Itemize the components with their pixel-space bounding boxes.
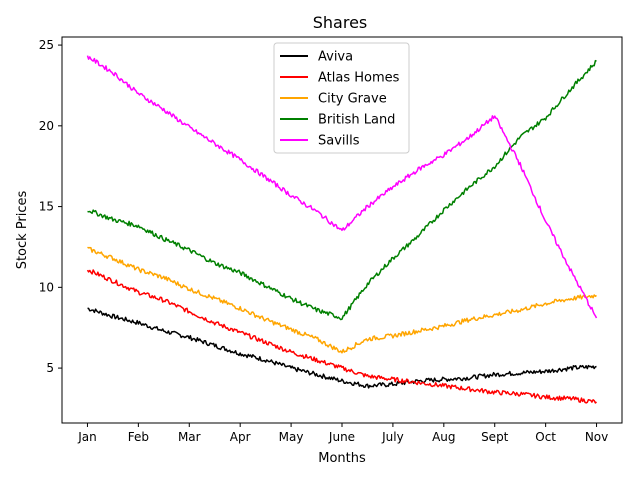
x-tick-label: Sept: [481, 430, 509, 444]
x-tick-label: Apr: [230, 430, 251, 444]
x-tick-label: Aug: [432, 430, 455, 444]
x-tick-label: Nov: [585, 430, 608, 444]
series-line-atlas-homes: [86, 269, 597, 404]
legend-label: City Grave: [318, 92, 387, 107]
series-line-city-grave: [87, 246, 597, 354]
y-tick-label: 20: [39, 119, 54, 133]
legend-box: [273, 42, 410, 154]
x-tick-label: Mar: [178, 430, 201, 444]
x-tick-label: July: [381, 430, 404, 444]
y-tick-label: 25: [39, 38, 54, 52]
x-tick-label: May: [279, 430, 304, 444]
x-axis: Jan Feb Mar Apr May June July Aug Sept Oct Nov: [77, 423, 608, 444]
legend-label: British Land: [318, 113, 395, 128]
legend-label: Aviva: [318, 50, 353, 65]
y-axis: 5 10 15 20 25: [39, 38, 62, 375]
legend-label: Atlas Homes: [318, 71, 400, 86]
chart-title: Shares: [313, 13, 368, 32]
series-line-aviva: [87, 307, 597, 389]
plot-lines: [86, 55, 598, 404]
x-axis-label: Months: [318, 451, 366, 466]
y-tick-label: 15: [39, 200, 54, 214]
x-tick-label: June: [328, 430, 355, 444]
y-axis-label: Stock Prices: [15, 190, 30, 269]
legend-label: Savills: [318, 134, 360, 149]
y-tick-label: 10: [39, 280, 54, 294]
y-tick-label: 5: [46, 361, 54, 375]
x-tick-label: Feb: [128, 430, 149, 444]
series-line-british-land: [87, 59, 597, 321]
series-line-savills: [86, 55, 598, 319]
legend: Aviva Atlas Homes City Grave British Land Sa…: [273, 42, 410, 154]
x-tick-label: Oct: [535, 430, 556, 444]
x-tick-label: Jan: [77, 430, 97, 444]
